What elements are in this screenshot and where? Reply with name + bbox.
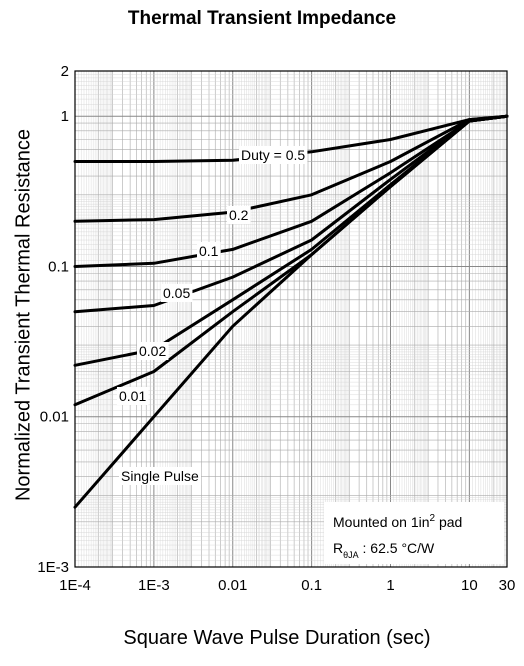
series-label-2: 0.1 <box>199 243 219 259</box>
x-tick-label: 1 <box>386 577 394 594</box>
series-label-bg <box>137 342 169 360</box>
y-tick-label: 1 <box>61 108 69 125</box>
annotation-box: Mounted on 1in2 pad RθJA : 62.5 °C/W <box>324 502 504 564</box>
y-tick-label: 1E-3 <box>37 559 69 576</box>
x-axis-label: Square Wave Pulse Duration (sec) <box>123 627 431 649</box>
y-tick-label: 0.01 <box>40 409 69 426</box>
x-tick-label: 30 <box>499 577 516 594</box>
series-line-2 <box>73 114 509 268</box>
x-tick-label: 0.01 <box>218 577 247 594</box>
series-label-3: 0.05 <box>163 285 190 301</box>
series-label-0: Duty = 0.5 <box>241 147 305 163</box>
series-label-5: 0.01 <box>119 388 146 404</box>
y-tick-label: 0.1 <box>48 258 69 275</box>
series-label-bg <box>117 387 149 405</box>
y-tick-label: 2 <box>61 63 69 80</box>
series-label-bg <box>119 467 202 485</box>
series-labels: Duty = 0.5 0.2 0.1 0.05 0.02 0.01 Single Pulse <box>117 146 308 485</box>
x-tick-label: 10 <box>461 577 478 594</box>
series-label-4: 0.02 <box>139 343 166 359</box>
series-label-1: 0.2 <box>229 207 249 223</box>
series-label-bg <box>239 146 308 164</box>
annotation-bg <box>324 502 504 564</box>
x-tick-label: 1E-4 <box>59 577 91 594</box>
series-line-6 <box>73 114 509 509</box>
x-tick-label: 1E-3 <box>138 577 170 594</box>
series-label-6: Single Pulse <box>121 468 199 484</box>
annotation-line-2: RθJA : 62.5 °C/W <box>333 540 435 560</box>
plot-frame <box>74 70 508 568</box>
series-label-bg <box>161 284 193 302</box>
series-line-1 <box>73 114 509 223</box>
series-label-bg <box>197 242 221 260</box>
annotation-line-1: Mounted on 1in2 pad <box>333 513 462 530</box>
chart-title: Thermal Transient Impedance <box>127 8 397 29</box>
plot-border <box>74 70 508 568</box>
x-tick-label: 0.1 <box>301 577 322 594</box>
series-label-bg <box>227 206 251 224</box>
